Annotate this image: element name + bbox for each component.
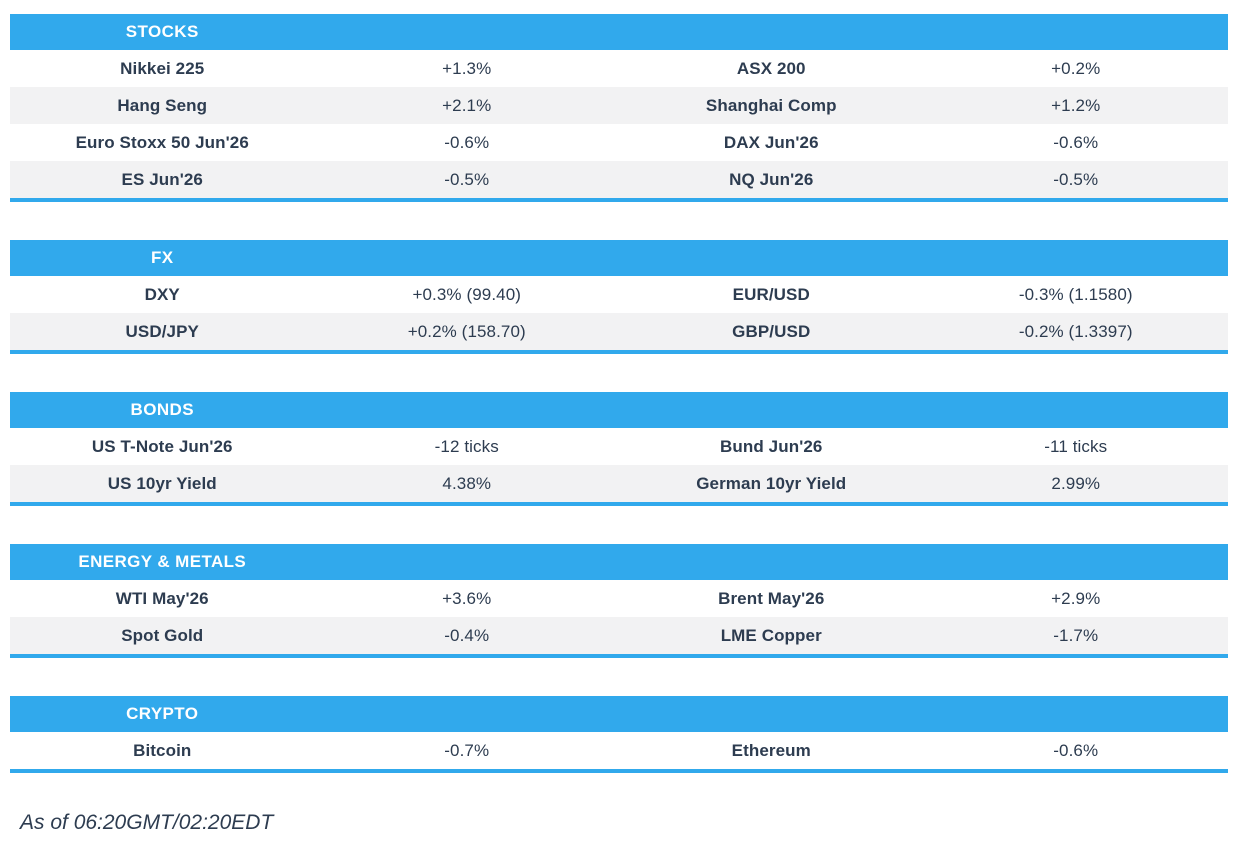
instrument-value: -12 ticks	[434, 436, 499, 456]
instrument-label: Brent May'26	[718, 588, 825, 608]
instrument-label: Hang Seng	[117, 95, 208, 115]
table-row: Spot Gold -0.4% LME Copper -1.7%	[10, 617, 1228, 654]
instrument-value: +2.9%	[1051, 588, 1101, 608]
instrument-value: -0.6%	[1053, 740, 1099, 760]
instrument-value: -0.4%	[444, 625, 490, 645]
instrument-label: US 10yr Yield	[107, 473, 217, 493]
instrument-value: +2.1%	[442, 95, 492, 115]
instrument-value: -0.2% (1.3397)	[1018, 321, 1133, 341]
instrument-label: Bitcoin	[133, 740, 192, 760]
instrument-value: -0.5%	[1053, 169, 1099, 189]
instrument-value: +0.2% (158.70)	[407, 321, 526, 341]
instrument-label: EUR/USD	[732, 284, 810, 304]
section-bonds: BONDS US T-Note Jun'26 -12 ticks Bund Ju…	[10, 392, 1228, 506]
section-crypto: CRYPTO Bitcoin -0.7% Ethereum -0.6%	[10, 696, 1228, 773]
section-title: FX	[150, 248, 174, 267]
instrument-label: Nikkei 225	[120, 58, 205, 78]
section-title: STOCKS	[125, 22, 199, 41]
instrument-value: +1.2%	[1051, 95, 1101, 115]
table-row: ES Jun'26 -0.5% NQ Jun'26 -0.5%	[10, 161, 1228, 198]
table-row: DXY +0.3% (99.40) EUR/USD -0.3% (1.1580)	[10, 276, 1228, 313]
as-of-timestamp: As of 06:20GMT/02:20EDT	[20, 811, 274, 834]
table-row: US 10yr Yield 4.38% German 10yr Yield 2.…	[10, 465, 1228, 502]
instrument-value: +3.6%	[442, 588, 492, 608]
section-header: STOCKS	[10, 14, 1228, 50]
table-row: Euro Stoxx 50 Jun'26 -0.6% DAX Jun'26 -0…	[10, 124, 1228, 161]
instrument-label: NQ Jun'26	[729, 169, 814, 189]
instrument-value: -1.7%	[1053, 625, 1099, 645]
instrument-label: GBP/USD	[732, 321, 811, 341]
instrument-label: ASX 200	[736, 58, 806, 78]
instrument-value: +0.2%	[1051, 58, 1101, 78]
instrument-label: ES Jun'26	[121, 169, 203, 189]
section-body: WTI May'26 +3.6% Brent May'26 +2.9% Spot…	[10, 580, 1228, 654]
instrument-label: LME Copper	[720, 625, 822, 645]
instrument-label: Euro Stoxx 50 Jun'26	[75, 132, 249, 152]
instrument-label: German 10yr Yield	[696, 473, 847, 493]
instrument-label: US T-Note Jun'26	[91, 436, 233, 456]
table-row: USD/JPY +0.2% (158.70) GBP/USD -0.2% (1.…	[10, 313, 1228, 350]
section-header: FX	[10, 240, 1228, 276]
instrument-label: DXY	[144, 284, 180, 304]
section-header: CRYPTO	[10, 696, 1228, 732]
instrument-value: -0.3% (1.1580)	[1018, 284, 1133, 304]
section-title: ENERGY & METALS	[78, 552, 247, 571]
instrument-label: Ethereum	[731, 740, 811, 760]
instrument-value: -11 ticks	[1044, 436, 1108, 456]
section-fx: FX DXY +0.3% (99.40) EUR/USD -0.3% (1.15…	[10, 240, 1228, 354]
instrument-value: 2.99%	[1051, 473, 1101, 493]
instrument-value: -0.6%	[1053, 132, 1099, 152]
instrument-label: USD/JPY	[125, 321, 199, 341]
table-row: Hang Seng +2.1% Shanghai Comp +1.2%	[10, 87, 1228, 124]
section-body: Nikkei 225 +1.3% ASX 200 +0.2% Hang Seng…	[10, 50, 1228, 198]
instrument-value: -0.6%	[444, 132, 490, 152]
section-header: ENERGY & METALS	[10, 544, 1228, 580]
instrument-label: Spot Gold	[121, 625, 204, 645]
section-energy-metals: ENERGY & METALS WTI May'26 +3.6% Brent M…	[10, 544, 1228, 658]
instrument-value: +0.3% (99.40)	[412, 284, 522, 304]
instrument-label: Shanghai Comp	[705, 95, 837, 115]
instrument-label: DAX Jun'26	[723, 132, 819, 152]
section-title: BONDS	[130, 400, 194, 419]
instrument-value: -0.5%	[444, 169, 490, 189]
instrument-value: 4.38%	[442, 473, 492, 493]
instrument-value: +1.3%	[442, 58, 492, 78]
table-row: WTI May'26 +3.6% Brent May'26 +2.9%	[10, 580, 1228, 617]
table-row: US T-Note Jun'26 -12 ticks Bund Jun'26 -…	[10, 428, 1228, 465]
section-stocks: STOCKS Nikkei 225 +1.3% ASX 200 +0.2% Ha…	[10, 14, 1228, 202]
section-title: CRYPTO	[126, 704, 199, 723]
table-row: Bitcoin -0.7% Ethereum -0.6%	[10, 732, 1228, 769]
instrument-label: WTI May'26	[115, 588, 209, 608]
table-row: Nikkei 225 +1.3% ASX 200 +0.2%	[10, 50, 1228, 87]
section-header: BONDS	[10, 392, 1228, 428]
section-body: DXY +0.3% (99.40) EUR/USD -0.3% (1.1580)…	[10, 276, 1228, 350]
instrument-value: -0.7%	[444, 740, 490, 760]
section-body: US T-Note Jun'26 -12 ticks Bund Jun'26 -…	[10, 428, 1228, 502]
section-body: Bitcoin -0.7% Ethereum -0.6%	[10, 732, 1228, 769]
instrument-label: Bund Jun'26	[720, 436, 823, 456]
